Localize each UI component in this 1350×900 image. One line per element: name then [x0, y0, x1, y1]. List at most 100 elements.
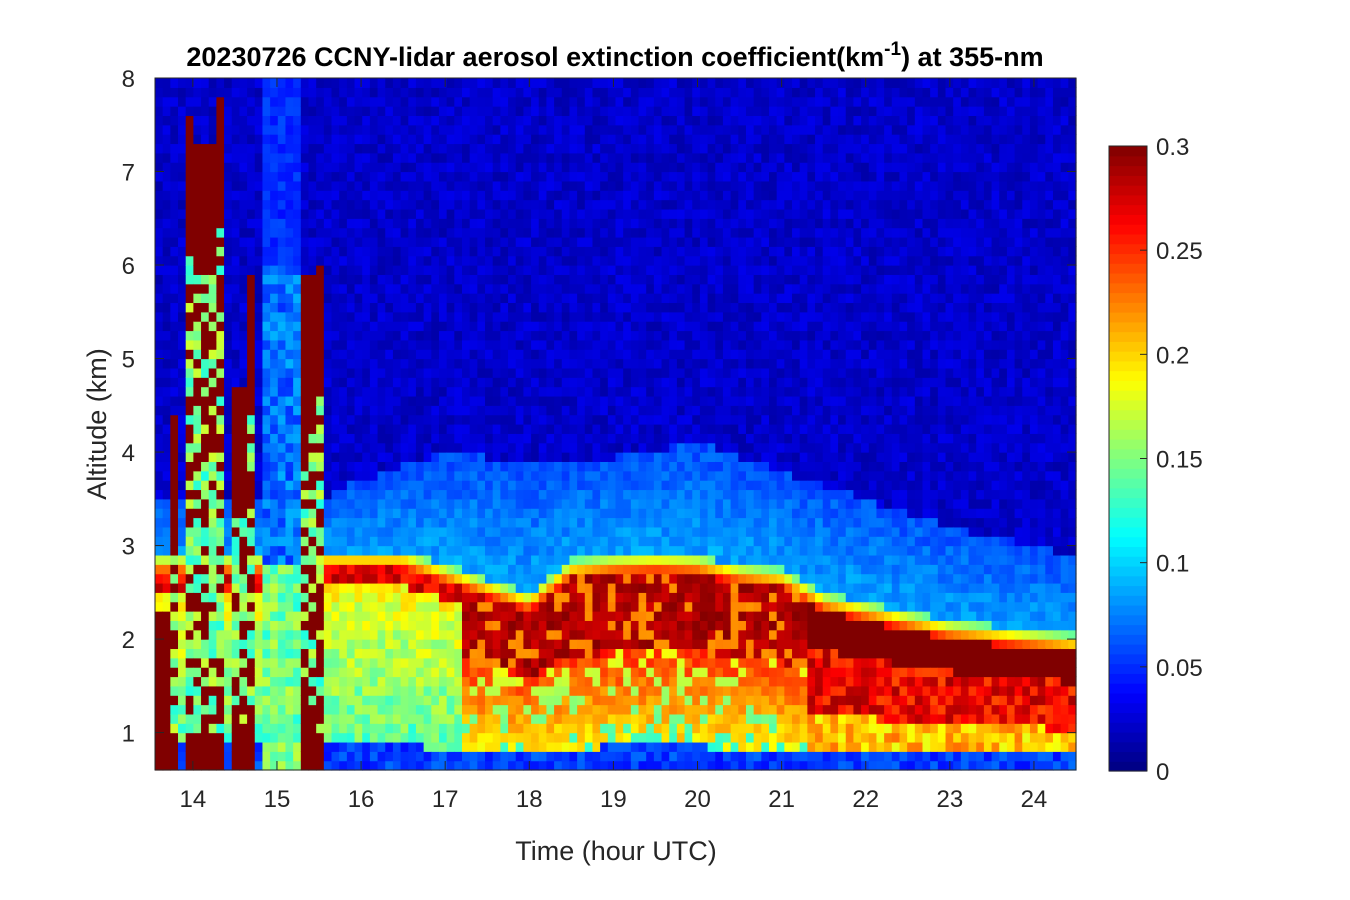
- heatmap-cell: [323, 236, 333, 247]
- heatmap-cell: [285, 96, 294, 107]
- heatmap-cell: [231, 648, 241, 659]
- heatmap-cell: [208, 255, 217, 266]
- heatmap-cell: [523, 180, 532, 191]
- heatmap-cell: [500, 190, 509, 201]
- heatmap-cell: [469, 414, 478, 425]
- heatmap-cell: [446, 274, 455, 285]
- heatmap-cell: [531, 470, 540, 481]
- heatmap-cell: [569, 395, 578, 406]
- heatmap-cell: [531, 386, 540, 397]
- heatmap-cell: [561, 208, 571, 219]
- heatmap-cell: [208, 732, 217, 743]
- heatmap-cell: [584, 106, 594, 116]
- heatmap-cell: [339, 704, 348, 715]
- heatmap-cell: [600, 302, 609, 313]
- heatmap-cell: [408, 582, 417, 593]
- heatmap-cell: [600, 115, 609, 126]
- heatmap-cell: [607, 293, 617, 304]
- heatmap-cell: [369, 704, 379, 715]
- heatmap-cell: [155, 723, 164, 734]
- heatmap-cell: [193, 685, 202, 696]
- heatmap-cell: [155, 498, 164, 509]
- heatmap-cell: [346, 629, 356, 640]
- heatmap-cell: [569, 741, 578, 752]
- heatmap-cell: [600, 199, 609, 210]
- heatmap-cell: [630, 508, 640, 519]
- heatmap-cell: [446, 629, 455, 640]
- heatmap-cell: [277, 424, 287, 434]
- heatmap-cell: [392, 339, 402, 350]
- heatmap-cell: [400, 321, 409, 332]
- heatmap-cell: [500, 283, 509, 294]
- heatmap-cell: [224, 704, 233, 715]
- heatmap-cell: [178, 629, 187, 640]
- heatmap-cell: [362, 573, 371, 584]
- heatmap-cell: [346, 236, 356, 247]
- heatmap-cell: [178, 199, 187, 210]
- heatmap-cell: [362, 741, 371, 752]
- heatmap-cell: [162, 629, 171, 640]
- heatmap-cell: [669, 564, 678, 575]
- heatmap-cell: [508, 208, 517, 219]
- heatmap-cell: [431, 96, 440, 107]
- heatmap-cell: [308, 695, 317, 706]
- heatmap-cell: [400, 171, 409, 182]
- heatmap-cell: [546, 676, 555, 687]
- heatmap-cell: [300, 255, 310, 266]
- heatmap-cell: [331, 648, 340, 659]
- heatmap-cell: [438, 592, 448, 603]
- heatmap-cell: [293, 96, 302, 107]
- heatmap-cell: [669, 639, 678, 650]
- heatmap-cell: [277, 199, 287, 210]
- heatmap-cell: [262, 732, 271, 743]
- heatmap-cell: [339, 96, 348, 107]
- heatmap-cell: [385, 620, 394, 631]
- heatmap-cell: [492, 339, 501, 350]
- heatmap-cell: [162, 283, 171, 294]
- heatmap-cell: [531, 199, 540, 210]
- heatmap-cell: [515, 236, 524, 247]
- heatmap-cell: [369, 171, 379, 182]
- heatmap-cell: [469, 657, 478, 668]
- heatmap-cell: [208, 349, 217, 360]
- heatmap-cell: [561, 629, 571, 640]
- heatmap-cell: [630, 732, 640, 743]
- heatmap-cell: [454, 564, 463, 575]
- heatmap-cell: [569, 489, 578, 500]
- heatmap-cell: [362, 171, 371, 182]
- heatmap-cell: [162, 564, 171, 575]
- heatmap-cell: [316, 723, 325, 734]
- heatmap-cell: [231, 115, 241, 126]
- heatmap-cell: [354, 115, 363, 126]
- heatmap-cell: [623, 741, 632, 752]
- heatmap-cell: [216, 386, 225, 397]
- heatmap-cell: [423, 321, 432, 332]
- heatmap-cell: [170, 78, 179, 88]
- heatmap-cell: [492, 601, 501, 612]
- heatmap-cell: [431, 236, 440, 247]
- heatmap-cell: [385, 611, 394, 621]
- heatmap-cell: [231, 255, 241, 266]
- heatmap-cell: [523, 704, 532, 715]
- heatmap-cell: [515, 554, 524, 565]
- heatmap-cell: [346, 386, 356, 397]
- heatmap-cell: [569, 695, 578, 706]
- heatmap-cell: [623, 657, 632, 668]
- heatmap-cell: [155, 124, 164, 135]
- heatmap-cell: [385, 657, 394, 668]
- heatmap-cell: [193, 629, 202, 640]
- heatmap-cell: [523, 414, 532, 425]
- heatmap-cell: [331, 283, 340, 294]
- heatmap-cell: [584, 554, 594, 565]
- heatmap-cell: [323, 489, 333, 500]
- heatmap-cell: [231, 236, 241, 247]
- heatmap-cell: [346, 620, 356, 631]
- heatmap-cell: [546, 508, 555, 519]
- heatmap-cell: [362, 667, 371, 678]
- heatmap-cell: [193, 274, 202, 285]
- heatmap-cell: [300, 704, 310, 715]
- heatmap-cell: [600, 218, 609, 229]
- heatmap-cell: [400, 255, 409, 266]
- heatmap-cell: [446, 330, 455, 341]
- heatmap-cell: [323, 87, 333, 98]
